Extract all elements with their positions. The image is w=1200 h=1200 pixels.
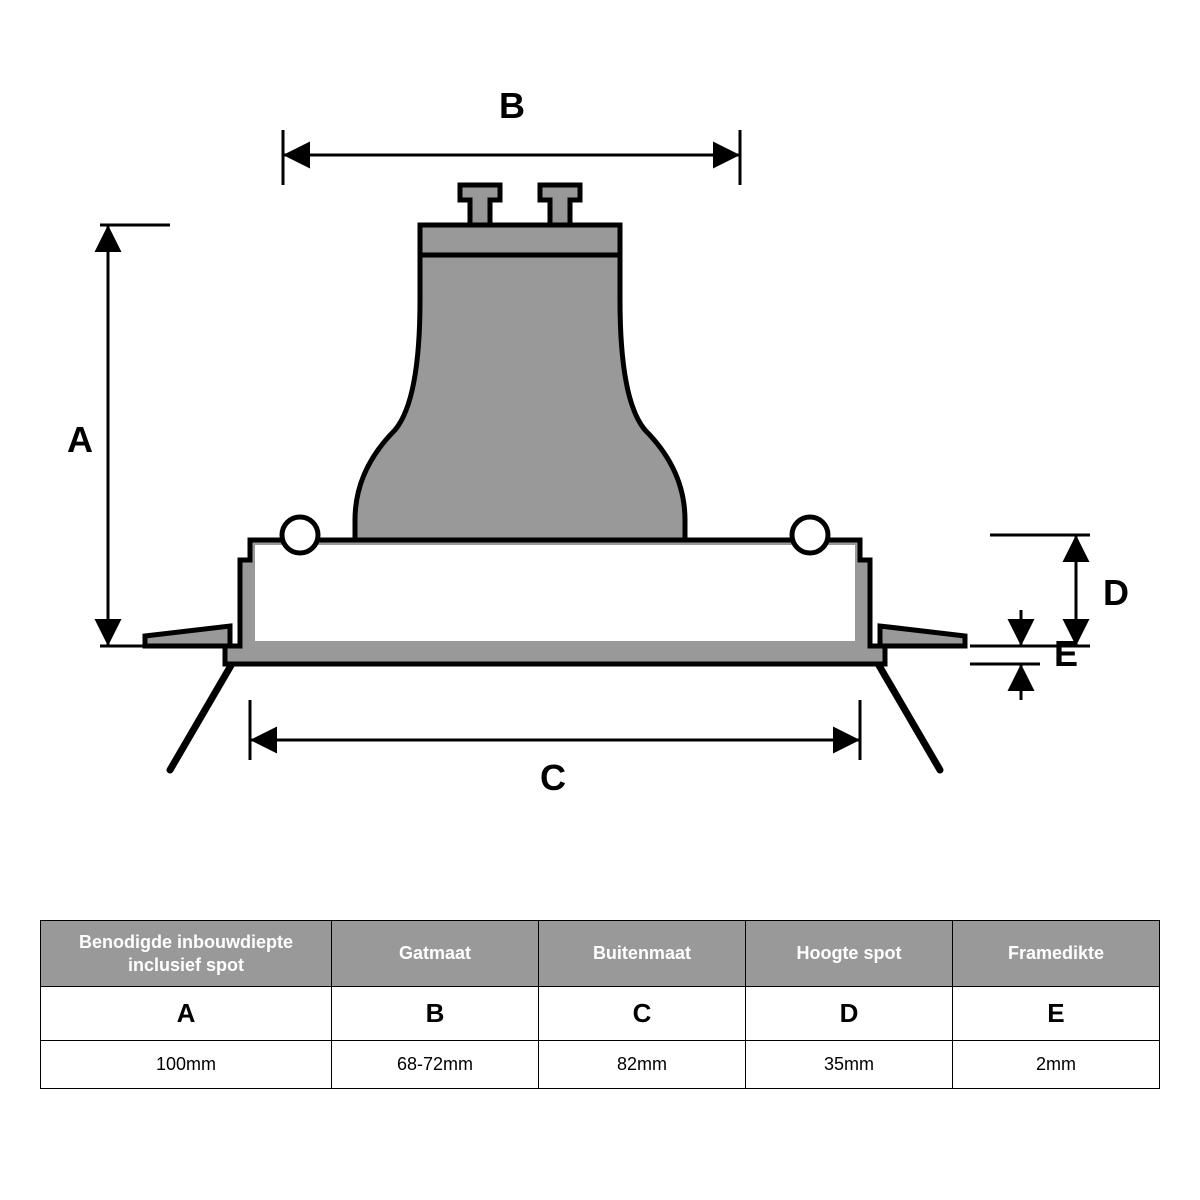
letter-e: E [952, 987, 1159, 1041]
frame-inner [255, 545, 855, 641]
dim-label-a: A [67, 419, 93, 460]
dim-label-d: D [1103, 572, 1129, 613]
value-c: 82mm [538, 1041, 745, 1089]
technical-diagram: A B C D E [0, 0, 1200, 900]
header-b: Gatmaat [331, 921, 538, 987]
table-header-row: Benodigde inbouwdiepte inclusief spot Ga… [41, 921, 1160, 987]
dim-label-c: C [540, 757, 566, 798]
value-a: 100mm [41, 1041, 332, 1089]
table-value-row: 100mm 68-72mm 82mm 35mm 2mm [41, 1041, 1160, 1089]
dim-label-e: E [1054, 633, 1078, 674]
table-letter-row: A B C D E [41, 987, 1160, 1041]
value-d: 35mm [745, 1041, 952, 1089]
letter-a: A [41, 987, 332, 1041]
dim-label-b: B [499, 85, 525, 126]
letter-d: D [745, 987, 952, 1041]
header-d: Hoogte spot [745, 921, 952, 987]
spec-table: Benodigde inbouwdiepte inclusief spot Ga… [40, 920, 1160, 1089]
header-c: Buitenmaat [538, 921, 745, 987]
gu10-bulb [355, 185, 685, 540]
value-b: 68-72mm [331, 1041, 538, 1089]
letter-b: B [331, 987, 538, 1041]
value-e: 2mm [952, 1041, 1159, 1089]
letter-c: C [538, 987, 745, 1041]
diagram-svg: A B C D E [0, 0, 1200, 900]
header-e: Framedikte [952, 921, 1159, 987]
header-a: Benodigde inbouwdiepte inclusief spot [41, 921, 332, 987]
